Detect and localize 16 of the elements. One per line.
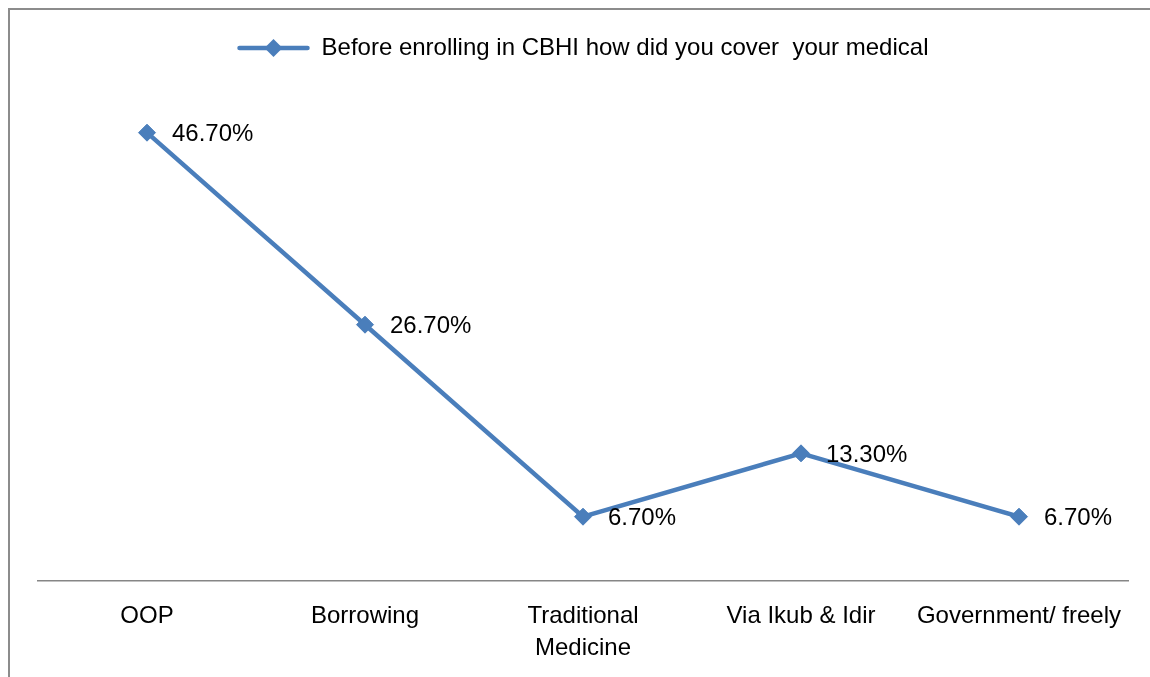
x-tick-label: Traditional Medicine bbox=[527, 600, 639, 660]
data-label: 6.70% bbox=[1044, 503, 1113, 531]
point bbox=[574, 507, 592, 526]
point bbox=[792, 444, 810, 463]
point bbox=[356, 315, 374, 334]
data-label: 46.70% bbox=[172, 119, 254, 147]
point bbox=[1010, 507, 1028, 526]
x-tick-label: OOP bbox=[120, 600, 174, 628]
x-tick-label: Via Ikub & Idir bbox=[726, 600, 876, 628]
x-tick-label: Government/ freely bbox=[916, 600, 1122, 628]
data-label: 26.70% bbox=[390, 311, 472, 339]
x-tick-label: Borrowing bbox=[310, 600, 420, 628]
data-label: 6.70% bbox=[608, 503, 677, 531]
point bbox=[138, 123, 156, 142]
data-label: 13.30% bbox=[826, 439, 908, 467]
legend-label: Before enrolling in CBHI how did you cover your medical bbox=[321, 32, 929, 60]
